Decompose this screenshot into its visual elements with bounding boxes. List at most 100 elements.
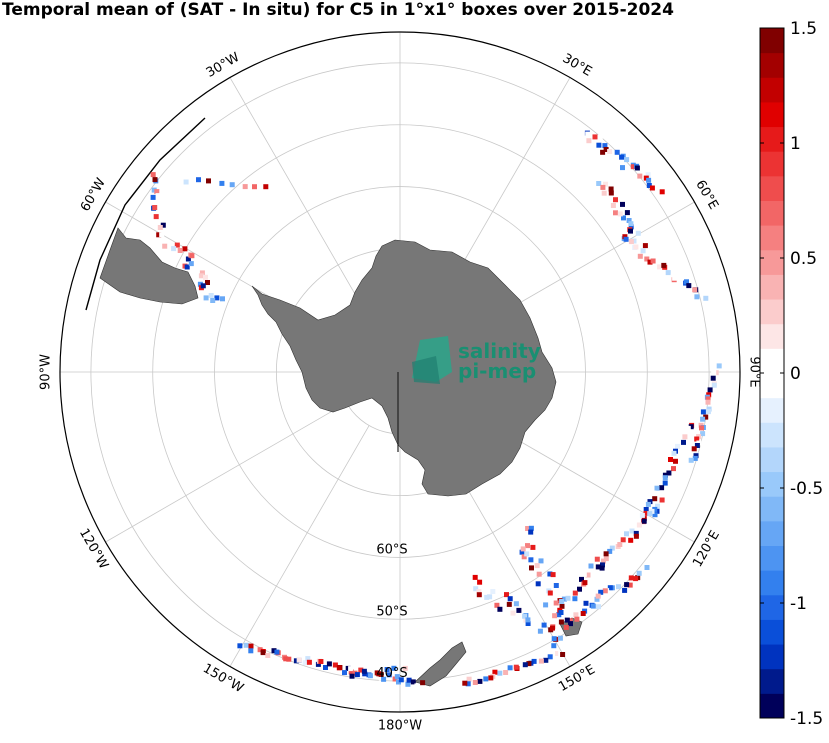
data-cell [376, 671, 382, 677]
data-cell [590, 603, 596, 609]
data-cell [641, 518, 647, 524]
data-cell [551, 643, 557, 649]
data-cell [315, 661, 321, 667]
longitude-label: 90°W [39, 354, 54, 390]
data-cell [598, 589, 604, 595]
data-cell [550, 625, 555, 631]
data-cell [582, 580, 588, 586]
data-cell [535, 581, 541, 587]
data-cell [506, 601, 512, 607]
data-cell [305, 656, 311, 662]
data-cell [596, 142, 602, 148]
data-cell [600, 562, 605, 568]
data-cell [229, 182, 235, 188]
colorbar-swatch [760, 644, 784, 670]
data-cell [633, 576, 639, 582]
data-cell [568, 621, 573, 627]
data-cell [620, 165, 625, 171]
data-cell [487, 594, 493, 600]
data-cell [700, 431, 706, 437]
data-cell [636, 522, 642, 528]
data-cell [205, 280, 210, 285]
data-cell [558, 619, 564, 625]
data-cell [361, 668, 367, 674]
data-cell [188, 261, 194, 267]
colorbar-swatch [760, 446, 784, 473]
data-cell [633, 244, 639, 250]
data-cell [616, 584, 621, 590]
data-cell [639, 512, 645, 518]
data-cell [588, 563, 594, 569]
data-cell [603, 551, 609, 557]
colorbar-swatch [760, 471, 784, 497]
data-cell [530, 544, 536, 550]
data-cell [271, 648, 277, 654]
data-cell [391, 665, 397, 671]
data-cell [586, 138, 592, 144]
data-cell [336, 665, 342, 671]
data-cell [497, 670, 503, 676]
data-cell [655, 503, 660, 509]
data-cell [466, 676, 472, 682]
data-cell [396, 679, 401, 685]
data-cell [558, 610, 564, 615]
data-cell [260, 650, 266, 656]
data-cell [692, 287, 698, 293]
data-cell [628, 239, 634, 245]
data-cell [553, 651, 559, 656]
data-cell [603, 147, 609, 152]
data-cell [610, 203, 616, 208]
data-cell [525, 543, 530, 549]
colorbar-tick-label: 0.5 [790, 249, 817, 269]
data-cell [286, 656, 292, 662]
data-cell [420, 680, 426, 686]
data-cell [547, 654, 553, 660]
data-cell [627, 582, 633, 588]
data-cell [157, 225, 163, 230]
data-cell [199, 270, 205, 276]
data-cell [592, 134, 598, 140]
meridian-line [229, 425, 370, 667]
data-cell [472, 574, 478, 580]
data-cell [525, 617, 531, 623]
new-zealand-landmass [414, 641, 467, 687]
data-cell [652, 506, 658, 512]
data-cell [620, 537, 626, 543]
data-cell [553, 600, 559, 606]
data-cell [662, 480, 668, 486]
data-cell [564, 617, 570, 623]
data-cell [547, 590, 553, 596]
data-cell [595, 564, 601, 570]
data-cell [414, 683, 420, 689]
data-cell [585, 131, 591, 137]
latitude-label: 50°S [376, 604, 407, 619]
data-cell [473, 586, 479, 592]
data-cell [577, 586, 582, 592]
data-cell [706, 409, 711, 415]
data-cell [189, 253, 195, 259]
latitude-label: 60°S [376, 542, 407, 557]
data-cell [538, 658, 544, 664]
data-cell [601, 558, 606, 564]
data-cell [617, 211, 623, 217]
data-cell [711, 369, 717, 375]
data-cell [348, 669, 354, 675]
data-cell [672, 275, 678, 281]
data-cell [510, 610, 516, 616]
data-cell [705, 399, 711, 405]
data-cell [263, 184, 269, 190]
data-cell [196, 177, 201, 183]
data-cell [257, 647, 263, 653]
colorbar-swatch [760, 151, 784, 177]
data-cell [557, 635, 563, 641]
data-cell [507, 665, 513, 671]
colorbar-swatch [760, 496, 784, 522]
data-cell [402, 665, 408, 671]
data-cell [688, 457, 694, 463]
data-cell [682, 434, 688, 440]
data-cell [621, 215, 626, 221]
colorbar-swatch [760, 594, 784, 620]
data-cell [619, 154, 625, 160]
antarctica-landmass [251, 239, 557, 497]
